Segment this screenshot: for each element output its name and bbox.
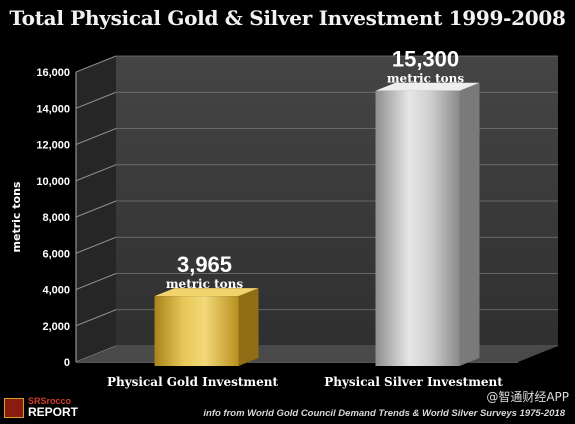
- y-tick-label: 6,000: [42, 248, 70, 260]
- logo-bottom-text: REPORT: [28, 405, 79, 419]
- gridline-side: [75, 200, 117, 218]
- logo-top-text: SRSrocco: [28, 396, 72, 406]
- srsrocco-logo: SRSrocco REPORT: [4, 396, 100, 420]
- chart-title: Total Physical Gold & Silver Investment …: [9, 6, 566, 30]
- logo-mark-icon: [4, 398, 24, 418]
- source-note: info from World Gold Council Demand Tren…: [203, 408, 565, 419]
- y-axis-label: metric tons: [10, 181, 23, 252]
- y-tick-label: 12,000: [36, 140, 70, 152]
- bar-top: [154, 288, 259, 297]
- y-tick-label: 0: [64, 357, 70, 369]
- bar-front: [154, 296, 239, 366]
- gridline-side: [75, 273, 117, 290]
- bar-top: [375, 82, 480, 91]
- y-tick-label: 4,000: [42, 285, 70, 297]
- bar: [154, 288, 259, 366]
- y-tick-label: 14,000: [36, 103, 70, 115]
- data-label-unit: metric tons: [166, 277, 244, 291]
- gridline-side: [75, 91, 117, 109]
- bar-side: [238, 288, 259, 366]
- gridline-side: [75, 236, 117, 254]
- gridline-side: [75, 128, 117, 145]
- bar: [375, 82, 480, 366]
- gridline-side: [75, 164, 117, 182]
- bar-front: [375, 90, 460, 366]
- data-label-value: 3,965: [177, 252, 232, 277]
- gridline-side: [75, 55, 117, 73]
- watermark: @智通财经APP: [486, 390, 569, 404]
- y-tick-label: 10,000: [36, 176, 70, 188]
- x-tick-label: Physical Silver Investment: [324, 375, 503, 389]
- y-tick-label: 16,000: [36, 67, 70, 79]
- bar-side: [459, 82, 480, 366]
- data-label-value: 15,300: [392, 47, 459, 72]
- chart-floor: [76, 346, 558, 362]
- y-tick-label: 8,000: [42, 212, 70, 224]
- x-tick-label: Physical Gold Investment: [107, 375, 279, 389]
- data-label-unit: metric tons: [387, 72, 465, 86]
- y-tick-label: 2,000: [42, 321, 70, 333]
- gridline-side: [75, 309, 117, 327]
